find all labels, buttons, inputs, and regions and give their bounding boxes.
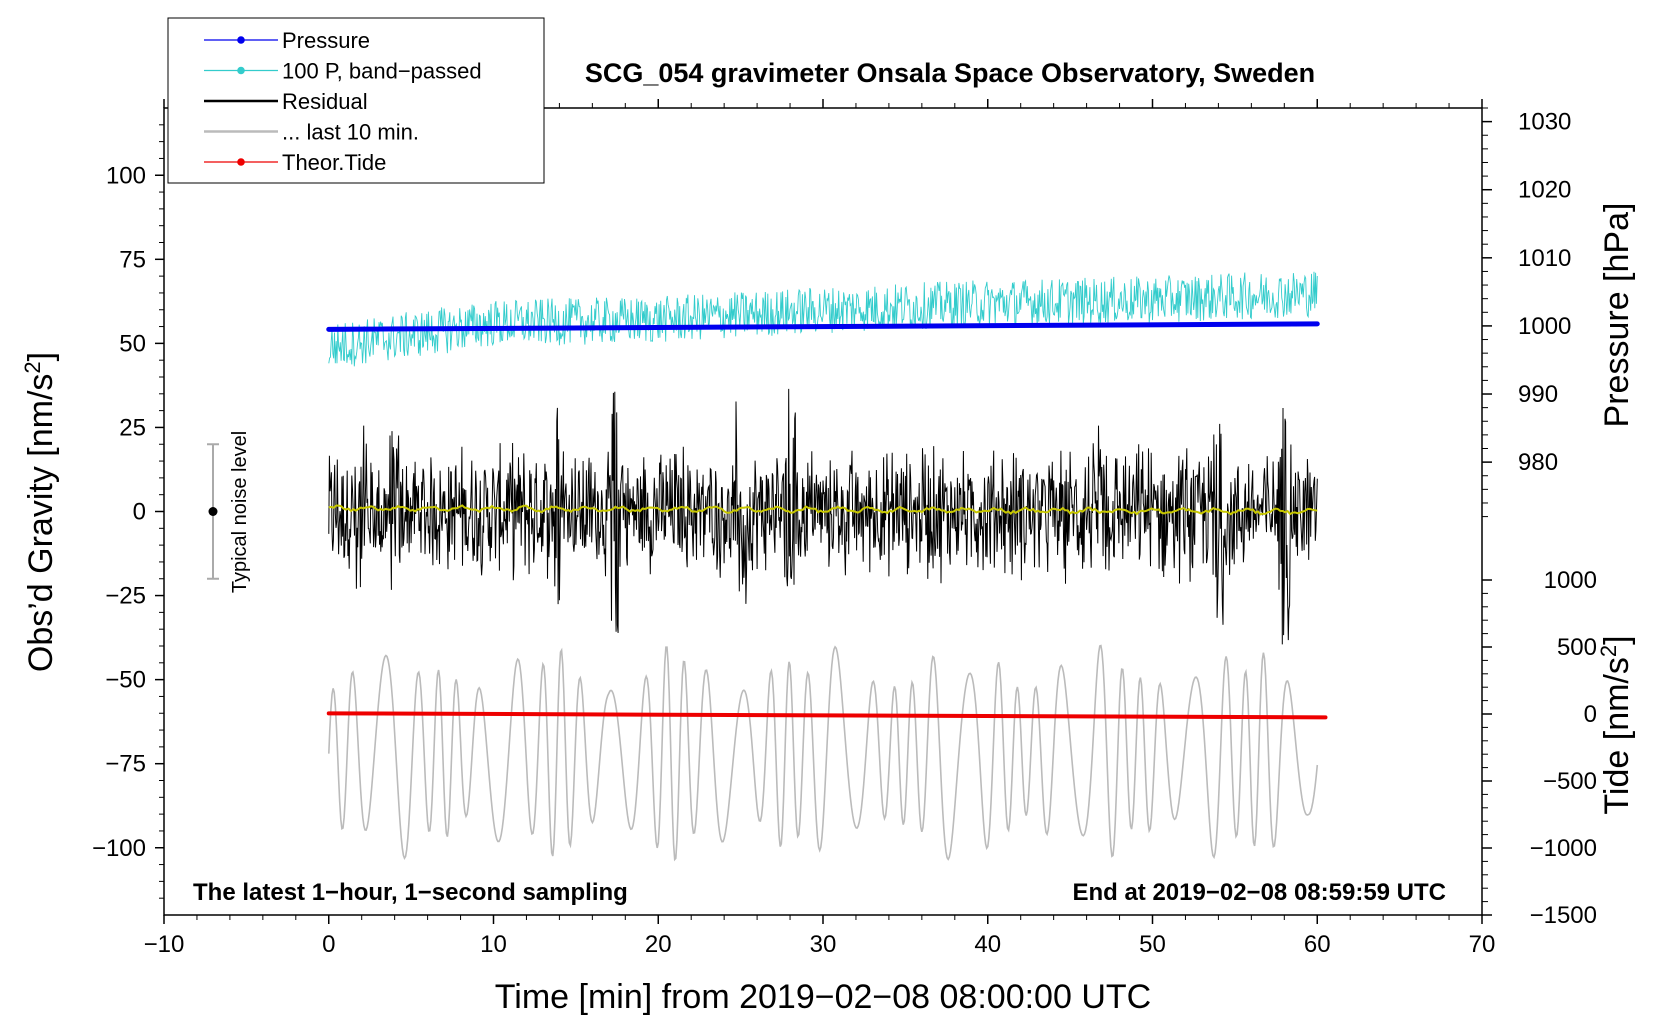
y-tick-label: 50 <box>119 330 146 357</box>
pressure-tick-label: 1020 <box>1518 177 1571 204</box>
residual-line <box>328 388 1318 645</box>
tide-axis-label: Tide [nm/s2] <box>1596 635 1636 814</box>
tide-tick-label: 0 <box>1584 701 1597 728</box>
y-axis-label: Obs’d Gravity [nm/s2] <box>20 352 60 672</box>
legend-label: 100 P, band−passed <box>282 59 482 84</box>
legend-swatch-marker <box>237 66 245 75</box>
band-passed-pressure-line <box>328 271 1318 367</box>
legend-swatch-marker <box>237 36 245 44</box>
pressure-tick-label: 990 <box>1518 381 1558 408</box>
legend-label: ... last 10 min. <box>282 120 419 145</box>
pressure-line <box>326 321 1320 332</box>
y-tick-label: −50 <box>105 667 146 694</box>
noise-center-dot <box>208 507 218 516</box>
tide-tick-label: −1500 <box>1530 902 1597 929</box>
pressure-tick-label: 1030 <box>1518 109 1571 136</box>
x-tick-label: 20 <box>645 931 672 958</box>
y-axis-label-main: Obs’d Gravity [nm/s <box>22 374 60 673</box>
legend-item: ... last 10 min. <box>204 120 419 145</box>
legend-item: Theor.Tide <box>204 150 386 175</box>
x-tick-label: 30 <box>810 931 837 958</box>
series-layer <box>326 271 1328 862</box>
x-tick-label: 0 <box>322 931 335 958</box>
residual-smoothed-line <box>328 504 1318 516</box>
labels-layer: −10 0 10 20 30 40 50 60 701007550250−25−50−75−10… <box>20 17 1636 1016</box>
legend-swatch-marker <box>237 158 245 166</box>
pressure-tick-label: 1000 <box>1518 313 1571 340</box>
noise-label: Typical noise level <box>229 431 251 593</box>
x-tick-label: 10 <box>480 931 507 958</box>
legend-item: 100 P, band−passed <box>204 59 482 84</box>
legend-item: Residual <box>204 89 368 114</box>
end-time-note: End at 2019−02−08 08:59:59 UTC <box>1072 879 1446 906</box>
y-tick-label: −100 <box>92 835 146 862</box>
y-tick-label: 25 <box>119 414 146 441</box>
legend-label: Theor.Tide <box>282 150 386 175</box>
chart-title: SCG_054 gravimeter Onsala Space Observat… <box>585 58 1315 88</box>
tide-axis-label-end: ] <box>1598 635 1636 644</box>
y-tick-label: −75 <box>105 751 146 778</box>
y-tick-label: −25 <box>105 583 146 610</box>
y-tick-label: 100 <box>106 162 146 189</box>
x-tick-label: 60 <box>1304 931 1331 958</box>
y-axis-label-end: ] <box>22 352 60 361</box>
pressure-tick-label: 1010 <box>1518 245 1571 272</box>
tide-tick-label: −500 <box>1543 768 1597 795</box>
pressure-axis-label: Pressure [hPa] <box>1598 203 1636 428</box>
last-10-min-line <box>328 644 1319 862</box>
tide-axis-label-sup: 2 <box>1596 645 1621 657</box>
pressure-tick-label: 980 <box>1518 449 1558 476</box>
y-tick-label: 75 <box>119 246 146 273</box>
x-axis-label: Time [min] from 2019−02−08 08:00:00 UTC <box>495 978 1151 1016</box>
legend-item: Pressure <box>204 28 370 53</box>
y-axis-label-sup: 2 <box>20 361 45 373</box>
legend-label: Pressure <box>282 28 370 53</box>
x-tick-label: −10 <box>144 931 185 958</box>
tide-tick-label: 1000 <box>1544 567 1597 594</box>
x-tick-label: 70 <box>1469 931 1496 958</box>
tide-tick-label: −1000 <box>1530 835 1597 862</box>
x-tick-label: 40 <box>974 931 1001 958</box>
legend-label: Residual <box>282 89 368 114</box>
y-tick-label: 0 <box>133 499 146 526</box>
theoretical-tide-line <box>326 711 1328 720</box>
tide-tick-label: 500 <box>1557 634 1597 661</box>
tide-axis-label-main: Tide [nm/s <box>1598 657 1636 814</box>
sampling-note: The latest 1−hour, 1−second sampling <box>193 879 628 906</box>
x-tick-label: 50 <box>1139 931 1166 958</box>
